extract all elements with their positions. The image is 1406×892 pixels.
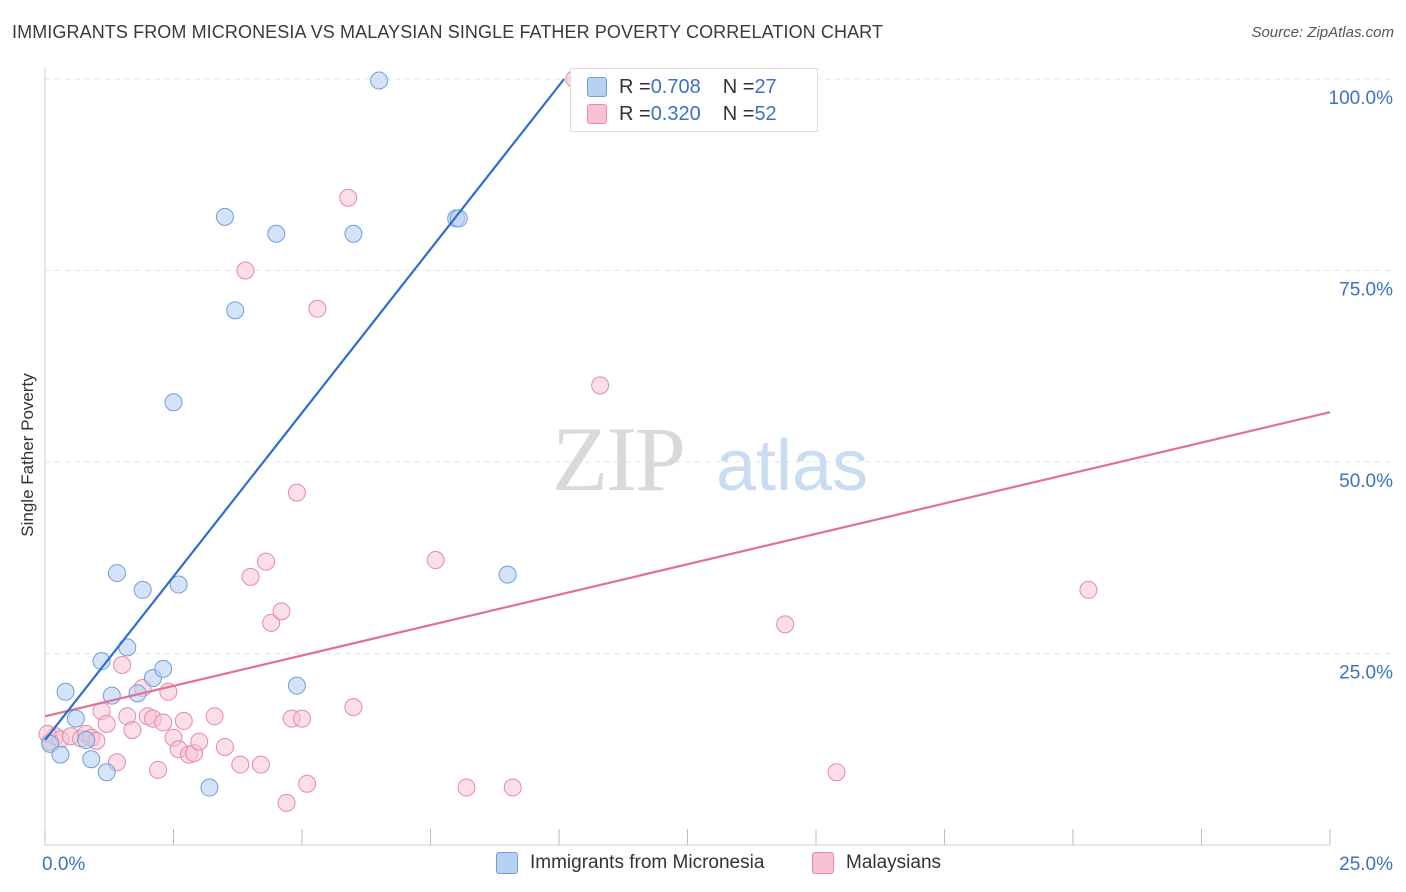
legend-n-label: N = — [722, 102, 755, 125]
data-point-malaysians — [262, 613, 281, 632]
series-legend: Immigrants from Micronesia Malaysians — [0, 852, 1406, 876]
data-point-micronesia — [77, 731, 96, 750]
legend-label-malaysians: Malaysians — [846, 852, 942, 873]
data-point-malaysians — [272, 602, 291, 621]
data-point-micronesia — [226, 301, 245, 320]
data-point-malaysians — [113, 655, 132, 674]
x-tick-label: 25.0% — [1339, 854, 1393, 875]
y-tick-label: 100.0% — [1329, 88, 1394, 109]
legend-swatch-blue — [587, 77, 607, 97]
y-axis-title: Single Father Poverty — [18, 373, 37, 537]
axes — [44, 68, 1331, 846]
series-malaysians — [38, 70, 1098, 812]
gridlines — [45, 78, 1393, 654]
watermark-atlas: atlas — [716, 426, 868, 506]
data-point-malaysians — [123, 721, 142, 740]
legend-swatch-pink — [812, 852, 834, 874]
data-point-malaysians — [97, 714, 116, 733]
data-point-micronesia — [267, 224, 286, 243]
stats-legend: R = 0.708 N = 27 R = 0.320 N = 52 — [570, 68, 818, 132]
chart-title: IMMIGRANTS FROM MICRONESIA VS MALAYSIAN … — [12, 22, 884, 42]
data-point-micronesia — [200, 778, 219, 797]
watermark: ZIP atlas — [552, 408, 868, 510]
watermark-zip: ZIP — [552, 408, 684, 510]
data-point-micronesia — [344, 224, 363, 243]
legend-r-value: 0.708 — [650, 75, 701, 98]
data-point-micronesia — [82, 750, 101, 769]
legend-r-label: R = — [619, 102, 651, 125]
data-point-malaysians — [215, 737, 234, 756]
data-point-malaysians — [231, 755, 250, 774]
legend-item-malaysians: Malaysians — [812, 852, 941, 874]
data-point-micronesia — [169, 575, 188, 594]
data-point-micronesia — [56, 682, 75, 701]
data-point-malaysians — [503, 778, 522, 797]
y-tick-label: 75.0% — [1339, 280, 1393, 301]
data-point-malaysians — [339, 188, 358, 207]
data-point-malaysians — [241, 567, 260, 586]
trend-line-malaysians — [44, 411, 1331, 718]
data-point-malaysians — [308, 299, 327, 318]
data-point-micronesia — [370, 71, 389, 90]
data-point-malaysians — [251, 755, 270, 774]
data-point-malaysians — [236, 261, 255, 280]
data-point-malaysians — [149, 760, 168, 779]
legend-r-label: R = — [619, 75, 651, 98]
trend-line-micronesia — [44, 78, 566, 741]
legend-row-malaysians: R = 0.320 N = 52 — [587, 102, 777, 126]
data-point-micronesia — [449, 209, 468, 228]
data-point-malaysians — [174, 711, 193, 730]
trend-lines — [44, 78, 1331, 741]
data-point-malaysians — [277, 793, 296, 812]
y-tick-label: 25.0% — [1339, 663, 1393, 684]
tick-labels: 25.0% 50.0% 75.0% 100.0% 0.0% 25.0% — [42, 88, 1393, 875]
data-point-malaysians — [344, 698, 363, 717]
data-point-micronesia — [107, 564, 126, 583]
data-point-malaysians — [190, 732, 209, 751]
data-point-micronesia — [154, 659, 173, 678]
data-point-micronesia — [97, 763, 116, 782]
legend-n-label: N = — [722, 75, 755, 98]
data-point-micronesia — [215, 207, 234, 226]
data-point-malaysians — [257, 552, 276, 571]
data-point-malaysians — [293, 709, 311, 728]
data-point-malaysians — [287, 483, 306, 502]
data-point-micronesia — [164, 393, 183, 412]
legend-swatch-blue — [496, 852, 518, 874]
legend-item-micronesia: Immigrants from Micronesia — [496, 852, 764, 874]
data-point-micronesia — [287, 676, 306, 695]
data-point-malaysians — [776, 615, 795, 634]
legend-row-micronesia: R = 0.708 N = 27 — [587, 75, 777, 99]
data-point-malaysians — [827, 763, 846, 782]
legend-label-micronesia: Immigrants from Micronesia — [530, 852, 765, 873]
data-point-micronesia — [51, 745, 70, 764]
legend-n-value: 52 — [754, 102, 777, 125]
data-point-malaysians — [426, 551, 445, 570]
data-point-malaysians — [298, 774, 317, 793]
data-point-micronesia — [498, 565, 517, 584]
y-tick-label: 50.0% — [1339, 471, 1393, 492]
legend-swatch-pink — [587, 104, 607, 124]
source-credit: Source: ZipAtlas.com — [1251, 24, 1394, 41]
data-point-malaysians — [1079, 580, 1098, 599]
series-micronesia — [41, 71, 517, 797]
legend-n-value: 27 — [754, 75, 777, 98]
data-point-malaysians — [205, 707, 224, 726]
data-point-malaysians — [591, 376, 610, 395]
data-point-micronesia — [133, 580, 152, 599]
data-point-micronesia — [66, 709, 85, 728]
x-tick-label: 0.0% — [42, 854, 85, 875]
data-point-malaysians — [457, 778, 476, 797]
legend-r-value: 0.320 — [650, 102, 701, 125]
data-point-malaysians — [154, 713, 173, 732]
